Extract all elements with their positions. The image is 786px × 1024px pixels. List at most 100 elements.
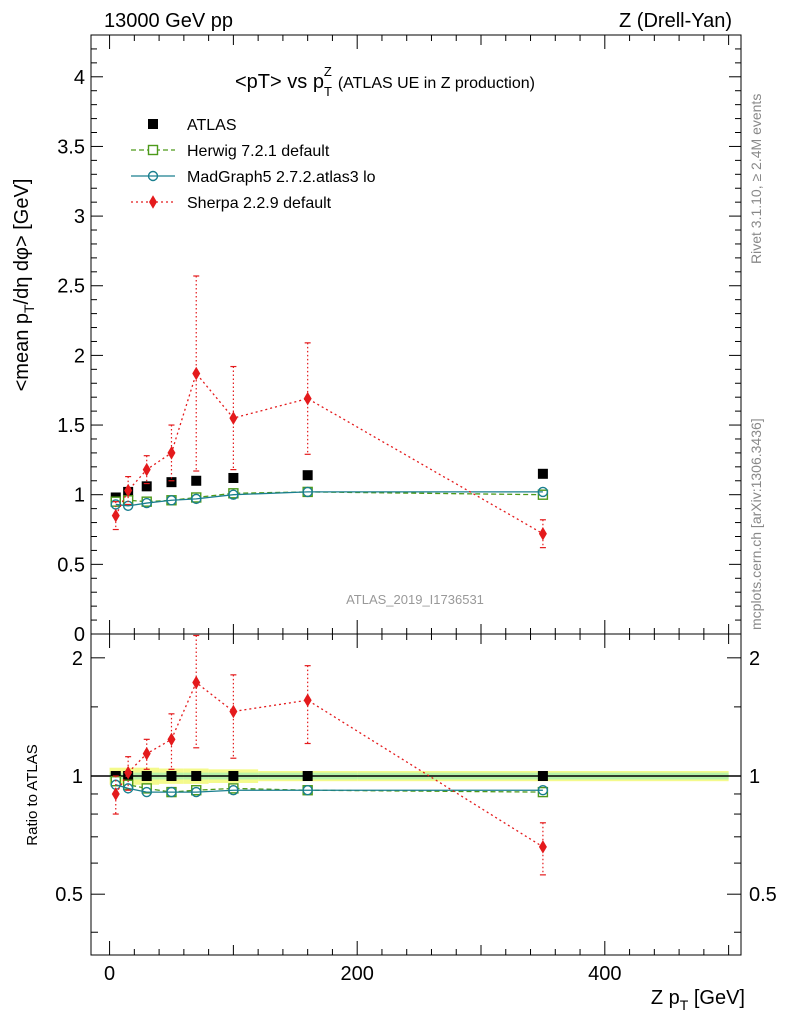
marker (142, 746, 151, 761)
ratio-tick-label-right: 0.5 (749, 884, 777, 906)
marker (302, 771, 313, 782)
series-3 (111, 634, 547, 876)
marker (228, 785, 239, 796)
ylabel-b: /dη dφ> [GeV] (11, 179, 33, 305)
header-left: 13000 GeV pp (104, 10, 233, 32)
legend-label: Herwig 7.2.1 default (187, 143, 330, 160)
marker (147, 170, 159, 182)
y-tick-label: 0 (74, 624, 85, 646)
ylabel-a: <mean p (11, 313, 33, 391)
title-main: <pT> vs p (235, 71, 324, 93)
marker (141, 481, 152, 492)
watermark: ATLAS_2019_I1736531 (346, 592, 484, 607)
series-3 (111, 275, 547, 549)
series-line (115, 491, 543, 507)
series-1 (110, 486, 549, 507)
legend-entry: MadGraph5 2.7.2.atlas3 lo (131, 169, 376, 186)
marker (192, 675, 201, 690)
ylabel-sub: T (21, 304, 37, 313)
main-panel: 0 0.5 1 1.5 2 2.5 3 3.5 4 (57, 34, 742, 955)
legend-entry: Herwig 7.2.1 default (131, 143, 330, 160)
marker (166, 771, 177, 782)
marker (229, 411, 238, 425)
marker (537, 489, 549, 500)
marker (228, 489, 239, 500)
marker (538, 526, 547, 541)
marker (229, 704, 238, 719)
marker (192, 366, 201, 381)
marker (166, 495, 177, 506)
marker (191, 493, 202, 505)
marker (141, 771, 152, 782)
legend-label: ATLAS (187, 117, 237, 134)
y-tick-label: 3.5 (57, 136, 85, 158)
marker (302, 785, 313, 796)
x-tick-label: 0 (104, 963, 115, 985)
ratio-tick-label-right: 2 (749, 648, 760, 670)
ratio-frame (90, 633, 742, 956)
ratio-tick-label-left: 0.5 (55, 884, 83, 906)
header-right: Z (Drell-Yan) (619, 10, 732, 32)
marker (141, 783, 152, 794)
marker (166, 786, 177, 798)
marker (149, 195, 157, 209)
marker (167, 732, 176, 747)
x-axis-label: Z pT [GeV] (651, 987, 745, 1013)
ratio-tick-label-right: 1 (749, 766, 760, 788)
xlabel-b: [GeV] (688, 987, 745, 1009)
side-text-top: Rivet 3.1.10, ≥ 2.4M events (748, 94, 764, 264)
series-2 (110, 779, 549, 798)
legend-entry: Sherpa 2.2.9 default (131, 195, 332, 212)
marker (537, 468, 548, 479)
legend-entry: ATLAS (148, 117, 237, 134)
ratio-panel: 0 200 400 0.5 0.5 1 1 2 2 (55, 633, 777, 985)
legend: ATLAS Herwig 7.2.1 default MadGraph5 2.7.2… (131, 117, 376, 212)
marker (111, 787, 120, 801)
marker (141, 786, 152, 798)
y-tick-label: 0.5 (57, 554, 85, 576)
marker (302, 470, 313, 481)
x-tick-label: 400 (588, 963, 621, 985)
legend-label: Sherpa 2.2.9 default (187, 195, 332, 212)
x-tick-label: 200 (341, 963, 374, 985)
series-line (115, 372, 544, 535)
marker (537, 785, 549, 796)
marker (166, 477, 177, 488)
marker (303, 693, 312, 707)
side-text-bottom: mcplots.cern.ch [arXiv:1306.3436] (748, 418, 764, 630)
legend-label: MadGraph5 2.7.2.atlas3 lo (187, 169, 376, 186)
title-sub: T (324, 84, 332, 99)
series-2 (110, 486, 549, 512)
marker (538, 840, 547, 854)
y-tick-label: 3 (74, 206, 85, 228)
marker (537, 771, 548, 782)
y-tick-label: 1 (74, 485, 85, 507)
marker (191, 475, 202, 486)
chart-title: <pT> vs pTZ (ATLAS UE in Z production) (235, 64, 535, 99)
xlabel-a: Z p (651, 987, 680, 1009)
marker (122, 783, 134, 794)
y-tick-label: 1.5 (57, 415, 85, 437)
y-tick-label: 2 (74, 345, 85, 367)
marker (537, 486, 549, 498)
marker (147, 144, 159, 156)
marker (191, 771, 202, 782)
y-tick-label: 2.5 (57, 276, 85, 298)
marker (124, 483, 133, 498)
series-line (115, 681, 544, 848)
ratio-y-label: Ratio to ATLAS (24, 744, 41, 845)
marker (228, 472, 239, 483)
marker (141, 497, 152, 509)
title-sup: Z (324, 64, 332, 79)
y-tick-label: 4 (74, 67, 85, 89)
ratio-tick-label-left: 1 (72, 766, 83, 788)
marker (228, 771, 239, 782)
title-rest: (ATLAS UE in Z production) (338, 75, 535, 92)
series-line (115, 784, 543, 793)
marker (142, 462, 151, 477)
marker (191, 786, 202, 798)
marker (124, 765, 133, 780)
marker (167, 446, 176, 460)
marker (303, 391, 312, 406)
